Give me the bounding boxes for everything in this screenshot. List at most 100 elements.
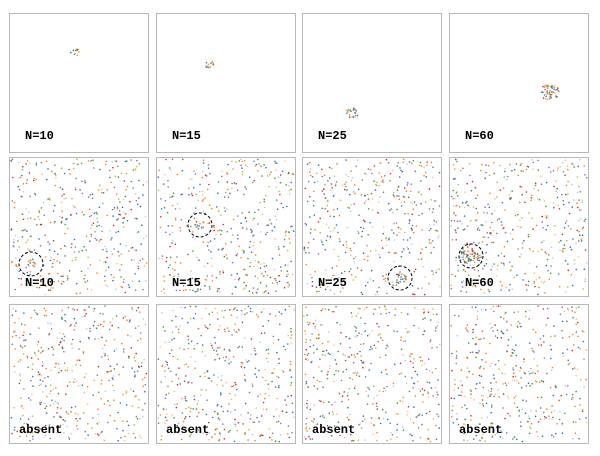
dot (387, 162, 390, 164)
dot (465, 291, 468, 293)
dot (454, 314, 456, 317)
dot (324, 207, 327, 210)
dot (512, 372, 515, 375)
dot (266, 274, 269, 277)
dot (67, 306, 70, 309)
dot (207, 63, 210, 66)
dot (369, 348, 371, 351)
dot (529, 426, 531, 428)
dot (243, 366, 246, 369)
dot (491, 234, 493, 236)
dot (502, 262, 505, 265)
dot (189, 289, 191, 291)
dot (252, 244, 255, 247)
dot (248, 391, 251, 394)
dot (56, 260, 58, 262)
dot (91, 193, 94, 196)
dot (55, 176, 57, 179)
dot (241, 173, 244, 176)
dot (190, 193, 193, 195)
dot (405, 382, 408, 385)
dot (391, 229, 393, 231)
dot (411, 243, 413, 245)
dot (502, 317, 505, 320)
dot (391, 433, 394, 436)
dot (176, 403, 178, 405)
dot (35, 162, 38, 165)
dot (251, 311, 254, 313)
dot (252, 421, 254, 424)
dot (357, 393, 360, 395)
dot (315, 172, 318, 175)
dot (437, 321, 440, 324)
dot (62, 275, 64, 278)
dot (267, 319, 270, 322)
panel-label: N=15 (172, 276, 201, 290)
target-circle (387, 265, 413, 291)
dot (326, 235, 329, 237)
dot (194, 224, 196, 226)
dot (264, 270, 267, 273)
dot (75, 417, 77, 420)
dot (407, 248, 410, 250)
dot (535, 410, 537, 412)
dot (159, 414, 162, 416)
dot (103, 320, 105, 323)
dot (329, 353, 331, 356)
dot (413, 358, 415, 360)
dot (349, 413, 351, 416)
dot (566, 320, 568, 323)
dot (106, 285, 109, 288)
dot (333, 175, 336, 178)
dot (194, 312, 197, 315)
dot (435, 313, 438, 316)
dot (475, 434, 478, 437)
dot (487, 203, 489, 206)
dot (427, 311, 430, 314)
dot (522, 279, 524, 281)
dot (274, 386, 277, 388)
dot (506, 175, 509, 178)
dot (219, 324, 221, 327)
dot (14, 234, 17, 237)
dot (436, 325, 439, 327)
dot (568, 362, 571, 365)
dot (172, 309, 174, 312)
dot (464, 424, 467, 426)
dot (412, 231, 415, 234)
dot (404, 212, 406, 215)
dot (257, 209, 260, 211)
dot (388, 251, 390, 254)
dot (141, 361, 143, 364)
dot (101, 230, 103, 233)
dot (49, 199, 51, 201)
dot (177, 377, 180, 380)
dot (249, 310, 252, 313)
dot (160, 439, 162, 441)
dot (98, 434, 100, 437)
dot (284, 160, 286, 162)
dot (25, 208, 27, 210)
dot (50, 369, 52, 372)
dot (229, 309, 231, 311)
dot (265, 285, 268, 287)
dot (18, 270, 21, 272)
dot (196, 290, 198, 292)
dot (184, 306, 186, 309)
dot (438, 235, 440, 237)
dot (481, 241, 484, 243)
dot (575, 374, 577, 377)
dot (403, 187, 406, 189)
dot (509, 232, 512, 235)
dot (395, 273, 398, 276)
dot (243, 160, 246, 162)
dot (471, 180, 474, 183)
dot (94, 237, 96, 240)
dot (252, 287, 255, 289)
dot (403, 280, 405, 283)
dot (533, 351, 535, 353)
dot (31, 368, 34, 371)
dot (416, 373, 419, 376)
dot (15, 265, 18, 268)
dot (210, 265, 213, 267)
